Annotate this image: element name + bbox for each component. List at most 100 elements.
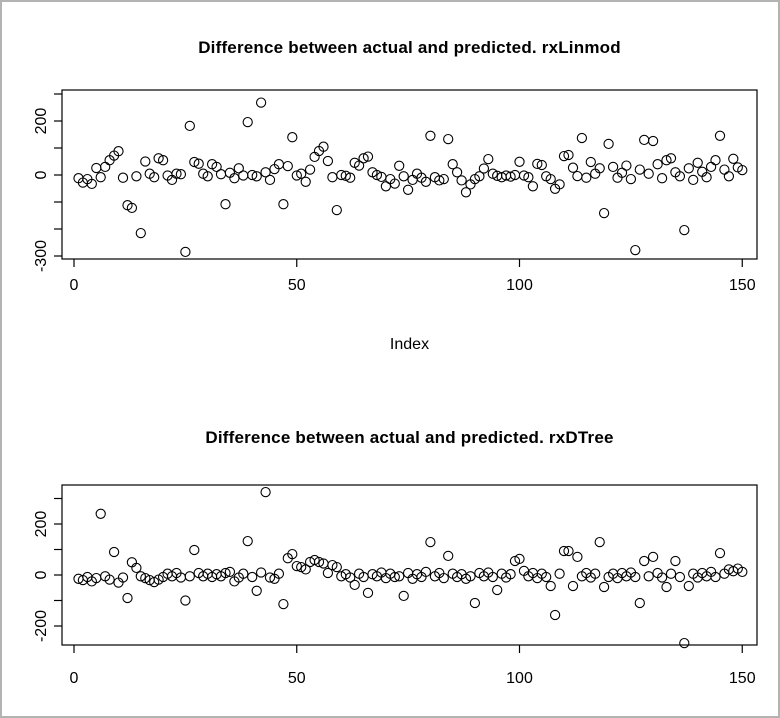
data-point: [273, 568, 285, 579]
data-point: [420, 566, 432, 578]
data-point: [86, 178, 97, 190]
data-point: [425, 536, 436, 548]
data-point: [278, 598, 289, 610]
data-point: [345, 572, 356, 583]
data-point: [598, 581, 610, 593]
data-point: [665, 153, 677, 164]
data-point: [585, 156, 596, 168]
data-point: [723, 171, 735, 182]
y-tick-label: 200: [33, 108, 50, 135]
data-point: [607, 161, 619, 173]
plot2-title: Difference between actual and predicted.…: [205, 428, 614, 447]
data-point: [362, 587, 374, 599]
data-point: [563, 545, 574, 557]
y-tick-label: 0: [33, 170, 50, 179]
data-point: [100, 161, 111, 173]
data-point: [389, 571, 400, 583]
data-point: [567, 580, 579, 592]
data-point: [287, 548, 298, 560]
data-point: [113, 146, 124, 157]
data-point: [674, 571, 686, 583]
x-tick-label: 0: [70, 277, 79, 294]
data-point: [661, 155, 672, 166]
data-point: [331, 561, 342, 573]
data-point: [474, 171, 485, 182]
data-point: [558, 545, 570, 557]
data-point: [634, 164, 645, 175]
data-point: [175, 169, 187, 180]
data-point: [331, 204, 342, 216]
data-point: [460, 187, 472, 198]
data-point: [389, 178, 400, 189]
data-point: [563, 149, 574, 161]
data-point: [643, 571, 654, 582]
data-point: [358, 153, 369, 164]
data-point: [291, 560, 302, 572]
data-point: [318, 141, 329, 152]
data-point: [304, 164, 316, 175]
data-point: [238, 568, 249, 579]
data-point: [505, 569, 516, 580]
y-axis: 200 0 -300: [33, 93, 62, 272]
data-point: [603, 138, 614, 150]
data-point: [104, 574, 115, 585]
data-point: [554, 179, 565, 190]
data-point: [264, 572, 276, 583]
data-point: [639, 555, 650, 567]
data-point: [679, 637, 690, 649]
data-point: [202, 171, 213, 182]
data-point: [670, 555, 681, 567]
data-point: [296, 168, 307, 179]
data-point: [518, 170, 530, 181]
data-point: [598, 207, 610, 219]
data-point: [220, 199, 231, 210]
data-point: [233, 163, 244, 174]
data-point: [487, 571, 498, 583]
data-point: [469, 597, 481, 609]
data-point: [683, 163, 694, 174]
data-point: [398, 171, 409, 182]
y-tick-label: 200: [33, 511, 50, 538]
data-point: [434, 175, 445, 186]
x-tick-label: 100: [506, 670, 533, 687]
data-point: [327, 172, 338, 183]
data-point: [242, 535, 253, 547]
data-point: [665, 568, 677, 579]
data-point: [465, 571, 476, 582]
data-point: [260, 486, 271, 498]
x-tick-label: 50: [288, 670, 306, 687]
data-point: [117, 572, 129, 583]
plot1-title: Difference between actual and predicted.…: [198, 38, 621, 57]
data-point: [652, 159, 663, 170]
data-point: [251, 585, 262, 596]
data-point: [576, 132, 588, 144]
data-point: [514, 156, 525, 167]
data-point: [688, 174, 699, 186]
data-point: [438, 572, 449, 584]
data-point: [554, 568, 565, 579]
data-point: [353, 160, 365, 171]
x-tick-label: 150: [729, 277, 756, 294]
data-point: [558, 150, 570, 162]
data-point: [402, 567, 414, 579]
data-point: [135, 227, 146, 239]
data-point: [443, 133, 454, 145]
x-tick-label: 150: [729, 670, 756, 687]
data-point: [425, 130, 436, 141]
data-point: [451, 167, 463, 178]
data-point: [362, 151, 374, 162]
data-point: [594, 163, 605, 174]
data-point: [710, 571, 721, 583]
data-point: [532, 158, 543, 170]
data-point: [211, 161, 222, 173]
data-point: [255, 567, 267, 578]
data-point: [157, 155, 169, 166]
data-point: [184, 120, 195, 132]
y-tick-label: -200: [33, 610, 50, 642]
data-point: [95, 508, 106, 519]
data-point: [282, 160, 293, 172]
data-point: [656, 572, 668, 583]
data-point: [594, 536, 605, 548]
data-point: [478, 163, 490, 174]
x-axis: 0 50 100 150: [70, 259, 756, 294]
